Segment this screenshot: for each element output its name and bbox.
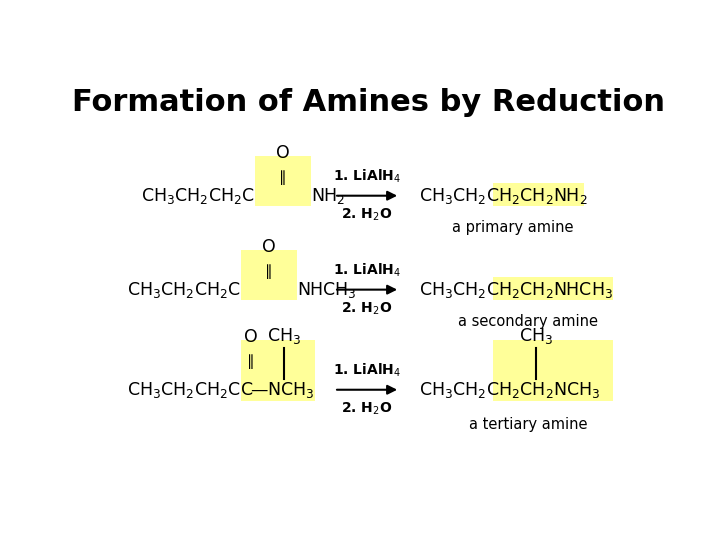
Text: CH$_3$CH$_2$CH$_2$CH$_2$NH$_2$: CH$_3$CH$_2$CH$_2$CH$_2$NH$_2$ xyxy=(419,186,588,206)
Text: NH$_2$: NH$_2$ xyxy=(311,186,345,206)
Text: ∥: ∥ xyxy=(247,354,254,369)
Text: CH$_3$: CH$_3$ xyxy=(519,326,554,346)
Text: 1. LiAlH$_4$: 1. LiAlH$_4$ xyxy=(333,167,401,185)
Text: O: O xyxy=(243,328,257,346)
Text: NHCH$_3$: NHCH$_3$ xyxy=(297,280,356,300)
Text: a tertiary amine: a tertiary amine xyxy=(469,417,587,431)
Bar xyxy=(493,278,613,300)
Text: CH$_3$CH$_2$CH$_2$CH$_2$NCH$_3$: CH$_3$CH$_2$CH$_2$CH$_2$NCH$_3$ xyxy=(419,380,601,400)
Text: 1. LiAlH$_4$: 1. LiAlH$_4$ xyxy=(333,261,401,279)
Bar xyxy=(255,156,311,206)
Text: 1. LiAlH$_4$: 1. LiAlH$_4$ xyxy=(333,362,401,379)
Text: —NCH$_3$: —NCH$_3$ xyxy=(251,380,315,400)
Text: a primary amine: a primary amine xyxy=(451,220,573,235)
Text: 2. H$_2$O: 2. H$_2$O xyxy=(341,206,392,223)
Text: CH$_3$CH$_2$CH$_2$C: CH$_3$CH$_2$CH$_2$C xyxy=(127,380,241,400)
Text: 2. H$_2$O: 2. H$_2$O xyxy=(341,401,392,417)
Text: 2. H$_2$O: 2. H$_2$O xyxy=(341,300,392,317)
Text: CH$_3$CH$_2$CH$_2$C: CH$_3$CH$_2$CH$_2$C xyxy=(141,186,255,206)
Bar xyxy=(241,249,297,300)
Bar xyxy=(241,340,315,401)
Text: a secondary amine: a secondary amine xyxy=(458,314,598,329)
Text: O: O xyxy=(262,238,276,256)
Text: CH$_3$CH$_2$CH$_2$C: CH$_3$CH$_2$CH$_2$C xyxy=(127,280,241,300)
Text: C: C xyxy=(241,381,253,399)
Text: O: O xyxy=(276,144,290,162)
Text: ∥: ∥ xyxy=(265,264,273,279)
Text: ∥: ∥ xyxy=(279,170,287,185)
Text: CH$_3$CH$_2$CH$_2$CH$_2$NHCH$_3$: CH$_3$CH$_2$CH$_2$CH$_2$NHCH$_3$ xyxy=(419,280,613,300)
Bar xyxy=(493,184,585,206)
Text: CH$_3$: CH$_3$ xyxy=(266,326,301,346)
Bar xyxy=(493,340,613,401)
Text: Formation of Amines by Reduction: Formation of Amines by Reduction xyxy=(73,88,665,117)
